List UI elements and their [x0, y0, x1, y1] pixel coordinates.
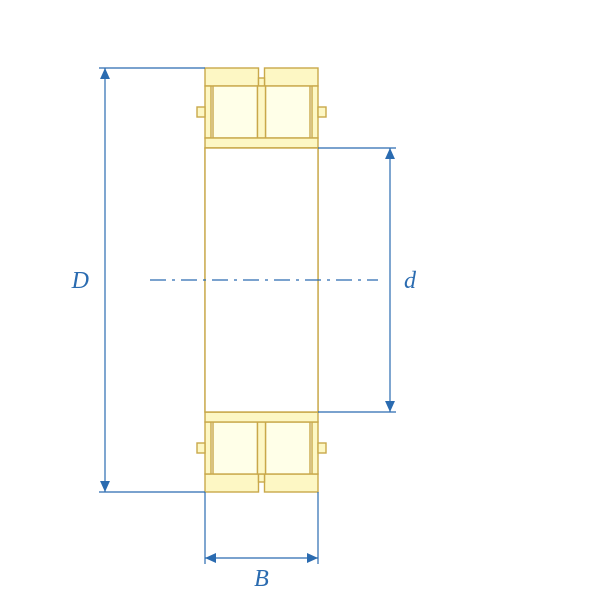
dimension-label-d: d [404, 268, 417, 294]
dimension-label-D: D [71, 268, 89, 294]
dimension-label-B: B [254, 566, 269, 592]
